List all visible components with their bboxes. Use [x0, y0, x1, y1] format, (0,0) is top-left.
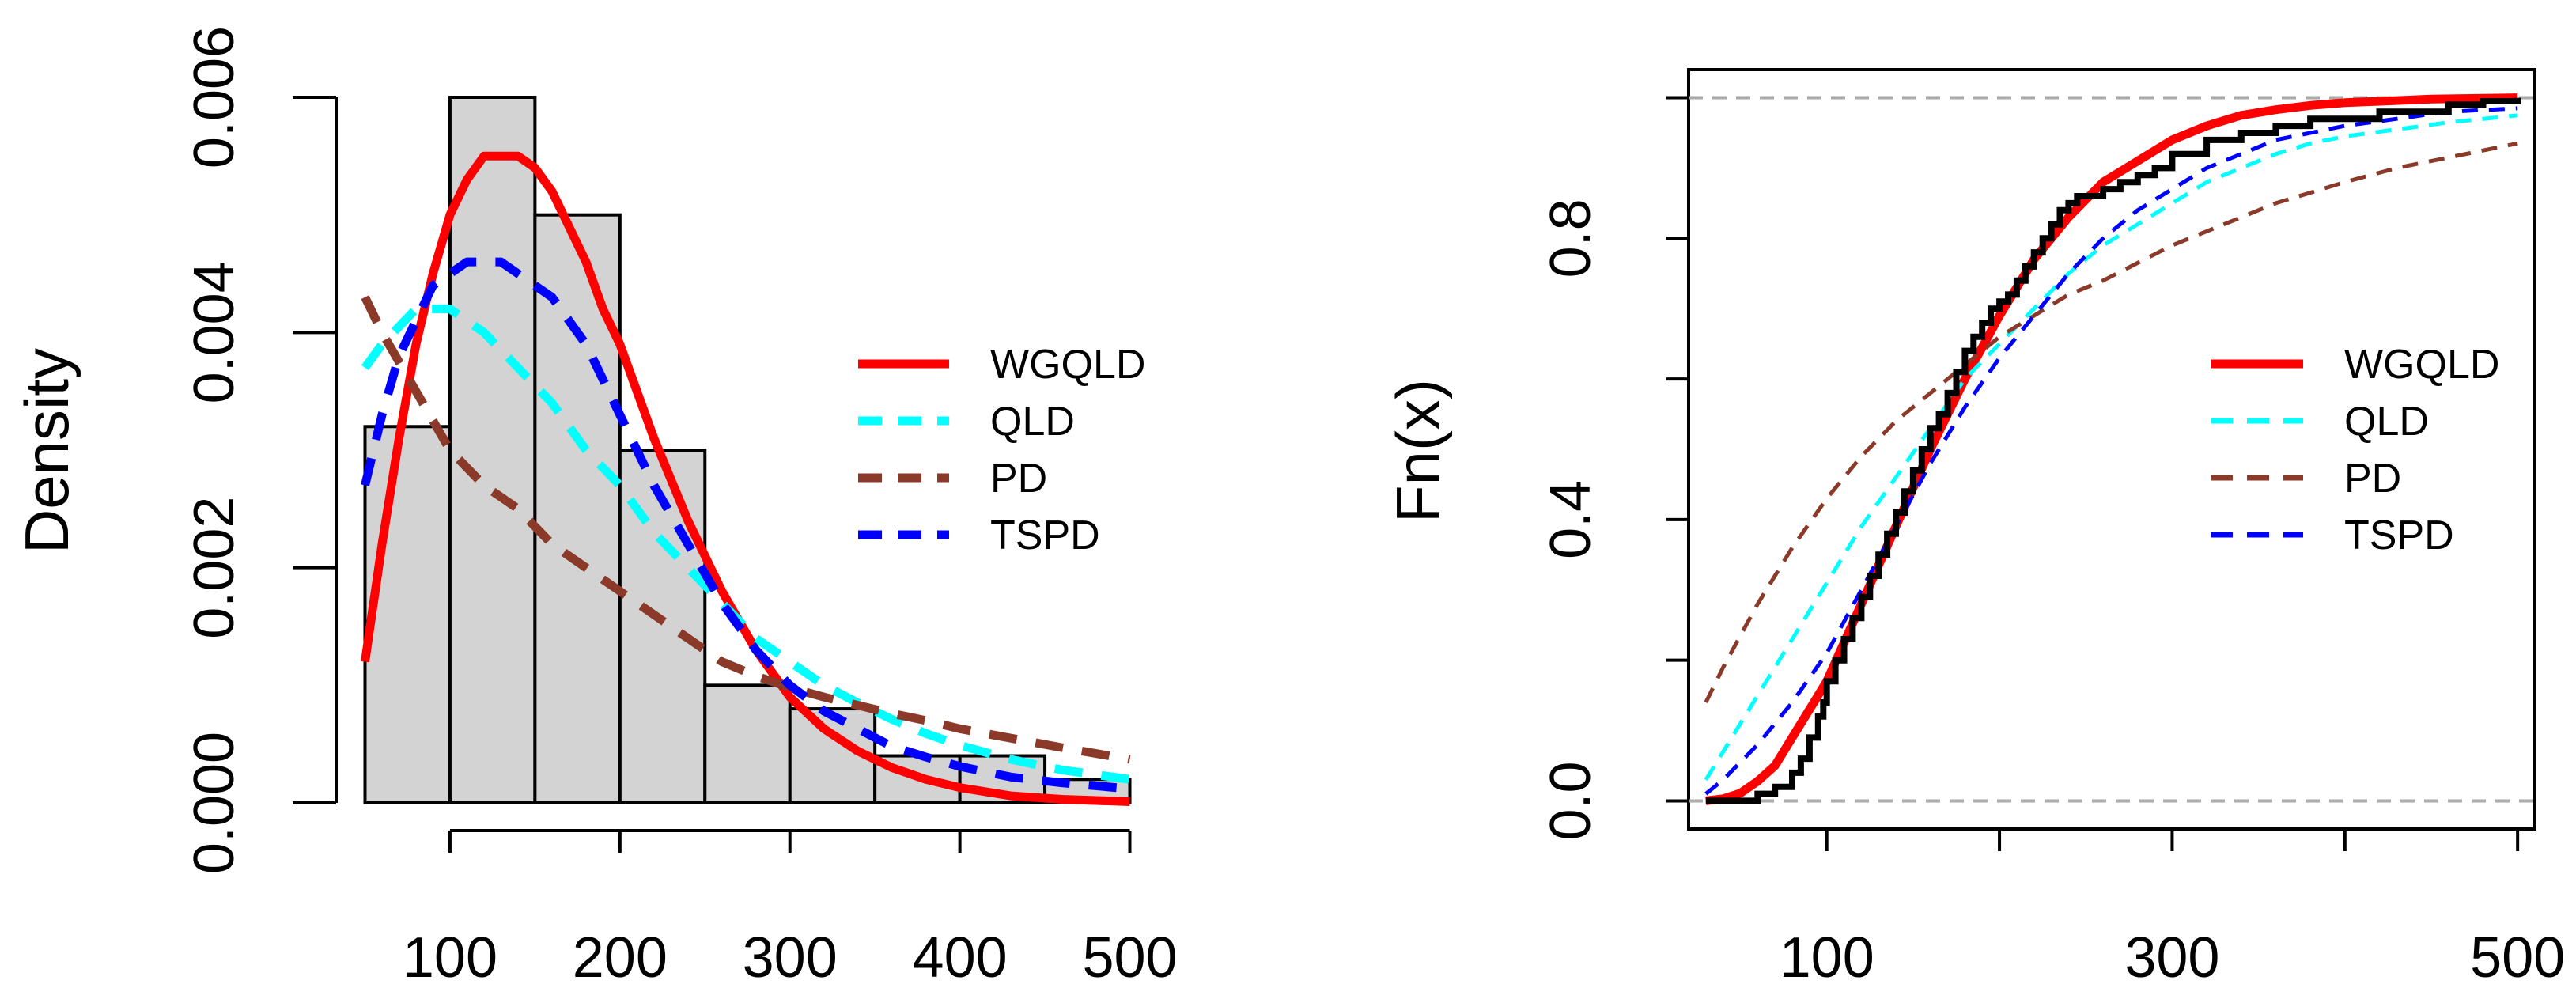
series-line-pd: [361, 295, 1131, 764]
legend-label: TSPD: [2344, 513, 2454, 558]
histogram-axes: 100 200 300 400 500 0.000 0.002 0.004 0.006: [183, 26, 1178, 990]
histogram-bar: [703, 683, 792, 804]
ecdf-line: [1705, 97, 2521, 804]
legend-label: TSPD: [990, 513, 1100, 558]
ecdf-legend: WGQLD QLD PD TSPD: [2211, 342, 2499, 558]
x-tick-label: 500: [1082, 926, 1177, 990]
histogram-legend: WGQLD QLD PD TSPD: [858, 342, 1145, 558]
series-line-tspd: [361, 257, 1130, 793]
y-tick-label: 0.4: [1539, 480, 1602, 559]
series-line-qld: [361, 305, 1131, 784]
legend-label: WGQLD: [2344, 342, 2499, 388]
ecdf-step: [1705, 97, 2521, 804]
x-tick-label: 100: [1780, 926, 1874, 990]
y-tick-label: 0.004: [183, 261, 246, 403]
series-line-tspd: [1704, 106, 2518, 796]
y-tick-label: 0.8: [1539, 199, 1602, 278]
series-line-wgqld: [1705, 93, 2518, 805]
legend-label: PD: [990, 456, 1047, 502]
series-line-wgqld: [361, 151, 1130, 806]
histogram-panel: 100 200 300 400 500 0.000 0.002 0.004 0.006 WGQL…: [12, 26, 1178, 990]
histogram-bars: [363, 96, 1132, 804]
y-tick-label: 0.002: [183, 497, 246, 639]
x-tick-label: 100: [403, 926, 497, 990]
density-curves: [361, 151, 1131, 806]
x-tick-label: 500: [2470, 926, 2565, 990]
x-tick-label: 300: [743, 926, 838, 990]
legend-label: QLD: [2344, 399, 2429, 445]
x-tick-label: 400: [913, 926, 1008, 990]
series-line-pd: [1704, 141, 2518, 704]
histogram-bar: [448, 96, 537, 804]
y-tick-label: 0.0: [1539, 761, 1602, 840]
legend-label: PD: [2344, 456, 2401, 502]
x-tick-label: 300: [2124, 926, 2219, 990]
y-tick-label: 0.000: [183, 732, 246, 874]
ecdf-axes: 100 300 500 0.0 0.4 0.8: [1539, 96, 2565, 990]
y-tick-label: 0.006: [183, 26, 246, 168]
histogram-bar: [533, 213, 622, 804]
legend-label: WGQLD: [990, 342, 1145, 388]
plot-box: [1687, 68, 2536, 831]
y-axis-title: Fn(x): [1383, 379, 1453, 523]
ecdf-panel: 100 300 500 0.0 0.4 0.8 WGQLD QLD PD TSPD Fn(x): [1383, 68, 2565, 990]
legend-label: QLD: [990, 399, 1075, 445]
series-line-qld: [1704, 113, 2518, 782]
y-axis-title: Density: [12, 348, 81, 554]
x-tick-label: 200: [573, 926, 668, 990]
cdf-curves: [1704, 93, 2518, 805]
histogram-bar: [363, 425, 452, 804]
